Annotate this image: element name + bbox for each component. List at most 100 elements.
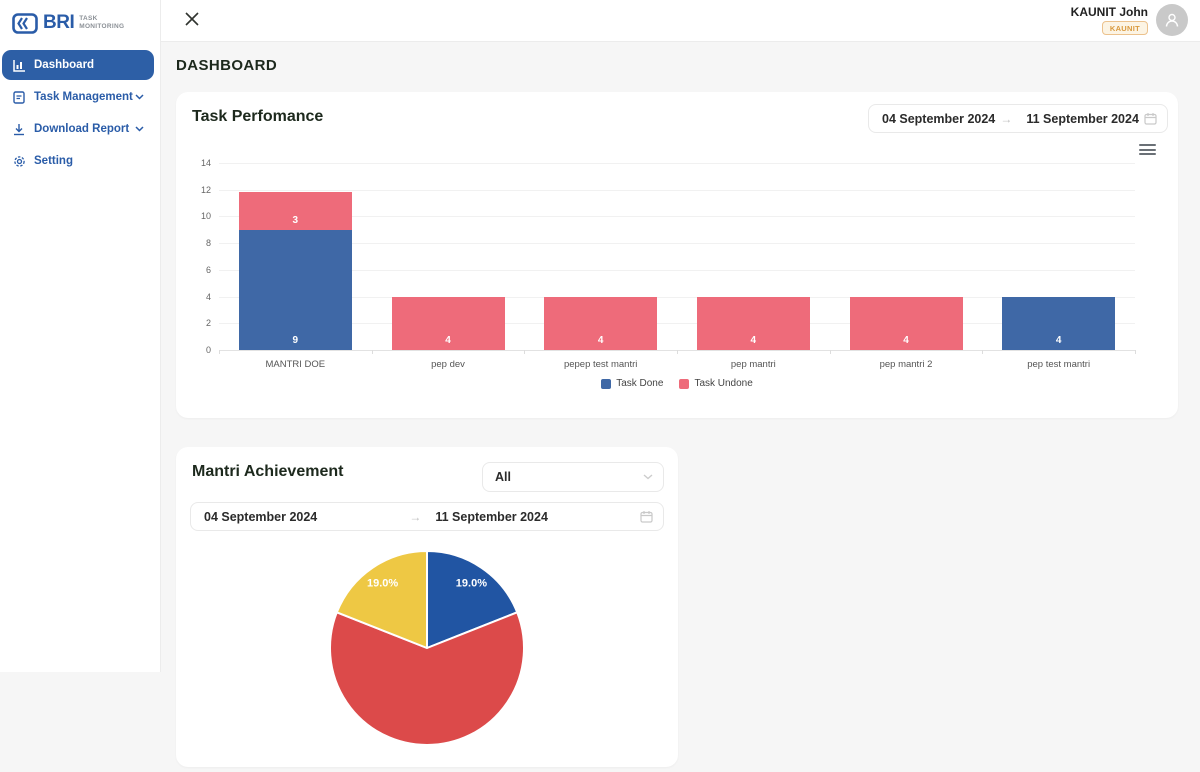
gridline [219,269,1135,271]
sidebar-item-label: Dashboard [34,59,95,71]
mantri-achievement-card: Mantri Achievement All 04 September 2024… [176,447,678,767]
y-axis-tick: 14 [200,158,211,168]
x-axis-tick [677,350,678,354]
task-icon [12,90,26,104]
pie-slice-label: 19.0% [367,578,398,590]
legend-item-task-done: Task Done [601,378,663,389]
sidebar-item-dashboard[interactable]: Dashboard [2,50,154,80]
x-axis-category-label: pepep test mantri [563,359,638,370]
bar-segment-task-undone: 3 [238,191,352,230]
date-from: 04 September 2024 [204,509,318,524]
x-axis-tick [524,350,526,354]
bar-chart: 0 2 4 6 8 10 12 14 9 3 MANTRI DOE 4 pep dev 4 pepep te… [201,158,1136,370]
bar-segment-task-undone: 4 [696,296,810,350]
bar-value-label: 3 [292,214,299,226]
x-axis-tick [829,350,831,354]
calendar-icon [640,510,653,523]
user-name: KAUNIT John [1070,5,1148,19]
close-icon[interactable] [183,10,201,28]
y-axis-tick: 8 [205,238,211,249]
chart-legend: Task Done Task Undone [176,378,1178,389]
gridline [219,296,1135,298]
x-axis-category-label: pep dev [431,359,465,370]
bar-segment-task-done: 9 [238,229,352,350]
bar-segment-task-undone: 4 [849,296,963,350]
brand-name: BRI [43,12,75,33]
task-performance-card: Task Perfomance 04 September 2024 → 11 S… [176,92,1178,418]
sidebar: BRI TASK MONITORING Dashboard Task Manage… [0,0,161,672]
mantri-filter-select[interactable]: All [482,462,664,492]
bar-pep mantri[interactable]: 4 [696,163,810,350]
task-undone-swatch [679,378,690,389]
bar-value-label: 4 [1055,335,1062,346]
bar-value-label: 9 [292,335,299,346]
y-axis-tick: 6 [205,264,211,275]
x-axis-tick [982,350,984,354]
x-axis-tick [1135,350,1136,354]
task-performance-daterange[interactable]: 04 September 2024 → 11 September 2024 [868,104,1168,133]
bar-pep dev[interactable]: 4 [391,163,505,350]
legend-item-task-undone: Task Undone [679,378,753,389]
bri-logo-icon [12,12,38,34]
gear-icon [12,155,26,168]
date-from: 04 September 2024 [882,111,996,126]
download-icon [12,123,26,136]
gridline [219,216,1135,218]
gridline [219,243,1135,245]
top-bar: KAUNIT John KAUNIT [161,0,1200,42]
sidebar-item-label: Download Report [34,123,130,135]
bar-pep mantri 2[interactable]: 4 [849,163,963,350]
sidebar-item-download-report[interactable]: Download Report [2,114,154,144]
x-axis-category-label: pep mantri [730,359,776,370]
task-performance-title: Task Perfomance [192,108,324,125]
sidebar-item-setting[interactable]: Setting [2,146,154,176]
sidebar-item-label: Setting [34,155,73,167]
bar-value-label: 4 [597,335,604,346]
brand-logo: BRI TASK MONITORING [0,0,160,48]
calendar-icon [1144,112,1157,125]
chevron-down-icon [135,91,144,103]
task-done-swatch [601,378,612,389]
y-axis-tick: 0 [205,345,211,355]
arrow-right-icon: → [1000,111,1013,126]
dashboard-chart-icon [12,59,26,72]
chart-menu-icon[interactable] [1139,144,1156,158]
y-axis-tick: 2 [205,318,211,329]
page-title: DASHBOARD [176,57,278,74]
bar-value-label: 4 [445,335,451,346]
pie-slice-0[interactable] [426,550,519,649]
user-role-badge: KAUNIT [1101,21,1148,35]
gridline [219,323,1135,325]
x-axis-category-label: pep test mantri [1027,359,1091,370]
gridline [219,189,1135,191]
x-axis-tick [371,350,373,354]
pie-chart: 19.0% 19.0% [327,548,527,767]
selected-filter-value: All [495,470,511,484]
bar-value-label: 4 [750,335,757,346]
x-axis-tick [219,350,220,354]
bar-segment-task-undone: 4 [544,296,658,350]
bar-segment-task-undone: 4 [391,296,505,350]
date-to: 11 September 2024 [1026,111,1139,126]
user-menu[interactable]: KAUNIT John KAUNIT [1071,4,1188,36]
pie-slice-2[interactable] [335,550,428,649]
pie-slice-label: 19.0% [456,578,487,590]
bar-pep test mantri[interactable]: 4 [1002,163,1116,350]
arrow-right-icon: → [409,509,422,524]
brand-subtitle: TASK MONITORING [79,14,125,30]
chevron-down-icon [135,123,144,135]
y-axis-tick: 10 [200,211,211,222]
bar-pepep test mantri[interactable]: 4 [544,163,658,350]
y-axis-tick: 4 [205,291,211,302]
date-to: 11 September 2024 [435,509,548,524]
x-axis-category-label: pep mantri 2 [879,359,933,370]
bar-value-label: 4 [903,335,909,346]
x-axis-category-label: MANTRI DOE [265,359,326,370]
bar-MANTRI DOE[interactable]: 93 [238,163,352,350]
mantri-achievement-title: Mantri Achievement [192,463,344,480]
mantri-daterange[interactable]: 04 September 2024 → 11 September 2024 [190,502,664,531]
y-axis-tick: 12 [200,184,211,195]
avatar[interactable] [1156,4,1188,36]
sidebar-item-task-management[interactable]: Task Management [2,82,154,112]
sidebar-item-label: Task Management [34,91,133,103]
